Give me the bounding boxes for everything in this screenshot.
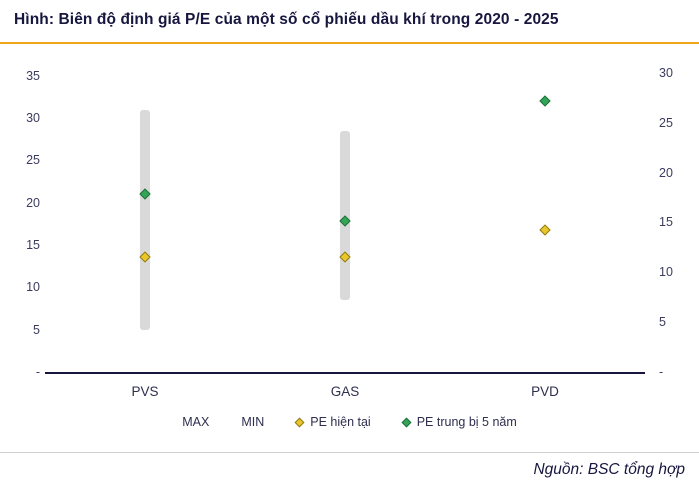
- pe-current-legend-marker: [294, 417, 305, 427]
- pe-avg-5y-marker: [539, 95, 551, 107]
- category-label: PVD: [531, 384, 559, 399]
- axis-tick-label: 5: [33, 322, 40, 337]
- axis-tick-label: 30: [659, 65, 673, 80]
- legend-max-label: MAX: [182, 415, 210, 429]
- axis-tick-label: 25: [26, 153, 40, 168]
- axis-tick-label: 25: [659, 115, 673, 130]
- axis-tick-label: 35: [26, 68, 40, 83]
- legend-min-label: MIN: [241, 415, 265, 429]
- axis-tick-label: 30: [26, 111, 40, 126]
- accent-rule: [0, 42, 699, 44]
- legend-item-pe-current: PE hiện tại: [294, 415, 371, 429]
- axis-tick-label: 15: [659, 215, 673, 230]
- right-axis-ticks: 30 25 20 15 10 5 -: [659, 63, 695, 379]
- axis-tick-label: 15: [26, 238, 40, 252]
- category-label: PVS: [131, 384, 159, 399]
- axis-tick-label: -: [35, 365, 40, 379]
- category-label: GAS: [330, 384, 360, 399]
- max-min-range-bar: [140, 109, 150, 330]
- page-title: Hình: Biên độ định giá P/E của một số cổ…: [14, 11, 559, 28]
- legend-item-pe-avg-5y: PE trung bị 5 năm: [401, 415, 517, 429]
- source-note: Nguồn: BSC tổng hợp: [533, 461, 685, 478]
- max-min-range-bar: [340, 130, 350, 301]
- pe-avg-5y-legend-marker: [401, 417, 412, 427]
- axis-tick-label: 20: [659, 165, 673, 180]
- legend-item-max: MAX: [182, 415, 209, 429]
- axis-tick-label: -: [659, 365, 664, 379]
- category-labels: PVS GAS PVD: [45, 384, 645, 402]
- axis-tick-label: 5: [659, 315, 666, 330]
- axis-tick-label: 10: [659, 265, 673, 280]
- legend-item-min: MIN: [241, 415, 264, 429]
- axis-tick-label: 10: [26, 280, 40, 295]
- pe-current-marker: [539, 224, 551, 237]
- left-axis-ticks: 35 30 25 20 15 10 5 -: [0, 63, 40, 379]
- axis-tick-label: 20: [26, 195, 40, 210]
- legend-pe-avg-5y-label: PE trung bị 5 năm: [416, 415, 517, 429]
- legend-pe-current-label: PE hiện tại: [310, 415, 371, 429]
- plot-area: [45, 63, 645, 374]
- footer-rule: [0, 452, 699, 453]
- chart-legend: MAX MIN PE hiện tại PE trung bị 5 năm: [0, 415, 699, 429]
